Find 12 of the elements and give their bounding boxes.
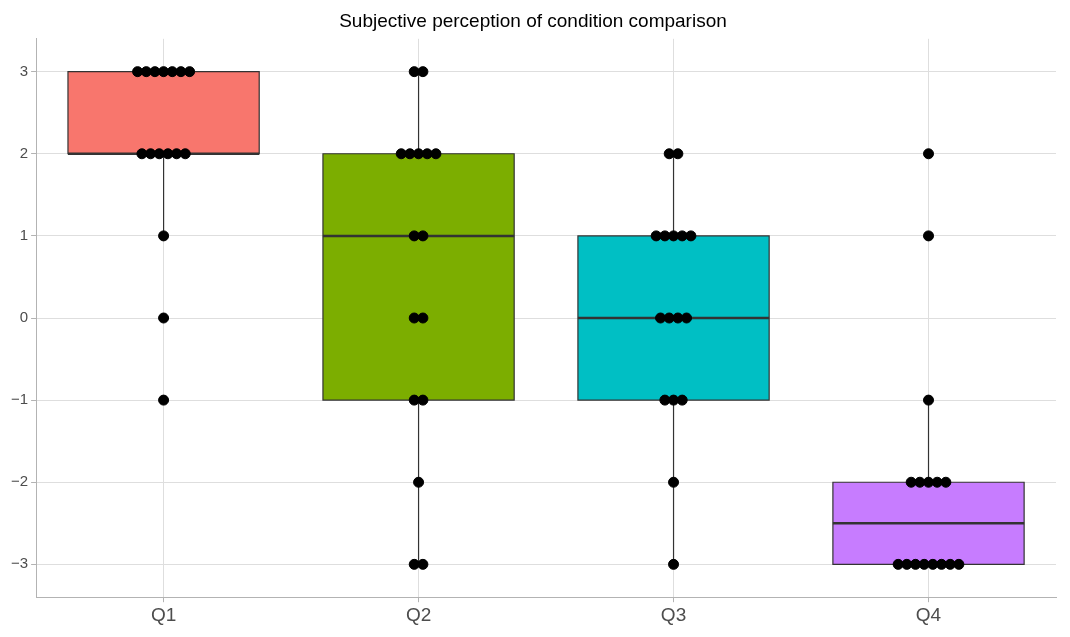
chart-title: Subjective perception of condition comparison: [339, 9, 727, 31]
y-tick-label: −2: [10, 472, 29, 490]
y-tick-label: −3: [10, 554, 29, 572]
y-tick-label: 2: [19, 143, 29, 161]
y-tick-label: 0: [19, 308, 29, 326]
x-tick-label: Q2: [405, 603, 432, 625]
x-tick-label: Q3: [660, 603, 687, 625]
x-tick-label: Q4: [915, 603, 942, 625]
y-tick-label: 3: [19, 61, 29, 79]
y-tick-label: −1: [10, 390, 29, 408]
y-tick-label: 1: [19, 226, 29, 244]
x-tick-label: Q1: [150, 603, 177, 625]
